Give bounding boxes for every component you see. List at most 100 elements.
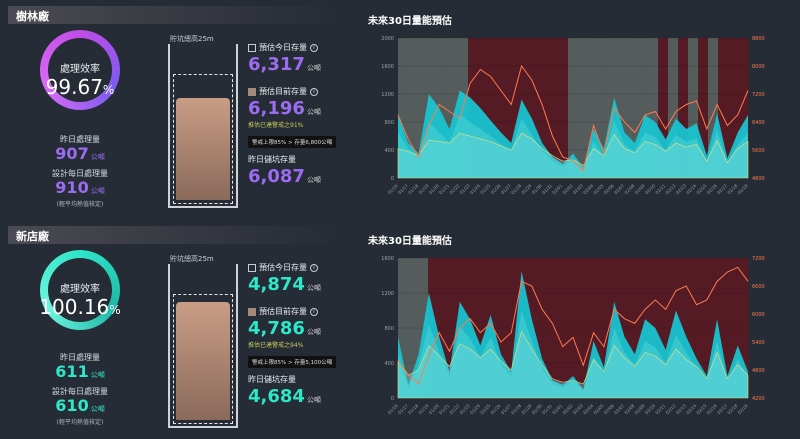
current-inventory: 預估目前存量 i 6,196 公噸 推估已達警戒之91% 警戒上限85% > 存量6… (248, 86, 337, 148)
x-tick-label: 02/03 (572, 403, 584, 415)
x-tick-label: 02/10 (644, 183, 656, 195)
x-tick-label: 02/18 (726, 403, 738, 415)
x-tick-label: 02/10 (644, 403, 656, 415)
y-tick-label: 400 (384, 148, 394, 154)
x-tick-label: 01/30 (531, 183, 543, 195)
area-series-1 (398, 310, 748, 398)
info-icon[interactable]: i (310, 43, 318, 52)
y2-tick-label: 5400 (752, 340, 765, 346)
panel-header: 新店廠 (8, 226, 338, 244)
design-note: (輕平均熱值核定) (56, 419, 104, 426)
band-red (528, 38, 539, 178)
x-tick-label: 01/23 (459, 183, 471, 195)
x-tick-label: 02/08 (623, 183, 635, 195)
band-gray (628, 38, 639, 178)
x-tick-label: 02/02 (562, 403, 574, 415)
tooltip: 警戒上限85% > 存量6,800公噸 (248, 136, 337, 148)
info-icon[interactable]: i (310, 307, 318, 316)
x-tick-label: 01/18 (407, 403, 419, 415)
x-tick-label: 01/25 (479, 403, 491, 415)
x-tick-label: 02/18 (726, 183, 738, 195)
yesterday-label: 昨日處理量 (60, 135, 100, 144)
x-tick-label: 01/22 (448, 403, 460, 415)
band-red (698, 258, 709, 398)
plant-panel-shulin: 樹林廠 處理效率 99.67% 昨日處理量 907 公噸 設計每日處理量 910 公… (0, 0, 800, 219)
band-gray (398, 258, 409, 398)
x-tick-label: 02/12 (665, 403, 677, 415)
info-icon[interactable]: i (310, 87, 318, 96)
x-tick-label: 01/26 (490, 403, 502, 415)
band-red (738, 258, 749, 398)
area-series-2 (397, 330, 749, 399)
tank-fill (176, 97, 230, 200)
today-inventory: 預估今日存量 i 4,874 公噸 (248, 263, 321, 295)
x-tick-label: 01/21 (438, 183, 450, 195)
x-tick-label: 02/04 (582, 183, 594, 195)
y-tick-label: 800 (384, 326, 394, 332)
band-gray (408, 38, 419, 178)
y2-tick-label: 4800 (752, 368, 765, 374)
x-tick-label: 02/15 (695, 403, 707, 415)
tooltip: 警戒上限85% > 存量5,100公噸 (248, 356, 337, 368)
x-tick-label: 01/22 (448, 183, 460, 195)
yesterday-value: 907 公噸 (55, 144, 105, 163)
y-tick-label: 800 (384, 120, 394, 126)
x-tick-label: 02/19 (737, 403, 749, 415)
band-red (718, 258, 729, 398)
x-tick-label: 02/13 (675, 183, 687, 195)
x-tick-label: 02/14 (685, 403, 697, 415)
chart-title: 未來30日量能預估 (368, 236, 452, 247)
y-tick-label: 2000 (381, 36, 394, 42)
line-series (397, 266, 749, 385)
yesterday-value: 611 公噸 (55, 362, 105, 381)
yesterday-pit-inventory: 昨日儲坑存量 4,684 公噸 (248, 375, 321, 407)
design-label: 設計每日處理量 (52, 169, 108, 178)
y-tick-label: 1600 (381, 256, 394, 262)
x-tick-label: 01/20 (428, 183, 440, 195)
band-gray (448, 38, 459, 178)
x-tick-label: 01/27 (500, 183, 512, 195)
band-gray (618, 38, 629, 178)
yesterday-pit-inventory: 昨日儲坑存量 6,087 公噸 (248, 155, 321, 187)
y-tick-label: 1200 (381, 291, 394, 297)
band-gray (638, 38, 649, 178)
band-red (688, 258, 699, 398)
band-red (678, 38, 689, 178)
x-tick-label: 02/03 (572, 183, 584, 195)
x-tick-label: 02/17 (716, 403, 728, 415)
yesterday-label: 昨日處理量 (60, 353, 100, 362)
band-gray (688, 38, 699, 178)
band-red (448, 258, 459, 398)
x-tick-label: 02/08 (623, 403, 635, 415)
x-tick-label: 02/17 (716, 183, 728, 195)
x-tick-label: 01/18 (407, 183, 419, 195)
band-red (738, 38, 749, 178)
band-red (718, 38, 729, 178)
y-tick-label: 1200 (381, 92, 394, 98)
x-tick-label: 02/05 (593, 403, 605, 415)
tank-title: 貯坑總高25m (170, 255, 214, 263)
info-icon[interactable]: i (310, 263, 318, 272)
x-tick-label: 02/14 (685, 183, 697, 195)
plant-name: 樹林廠 (16, 10, 49, 23)
current-inventory: 預估目前存量 i 4,786 公噸 推估已達警戒之94% 警戒上限85% > 存量5… (248, 306, 337, 368)
x-tick-label: 01/26 (490, 183, 502, 195)
area-series-2 (397, 132, 749, 179)
x-tick-label: 02/07 (613, 183, 625, 195)
band-red (558, 258, 569, 398)
band-red (538, 258, 549, 398)
efficiency-label: 處理效率 (60, 64, 100, 75)
x-tick-label: 01/20 (428, 403, 440, 415)
y-tick-label: 0 (391, 396, 394, 402)
y2-tick-label: 6600 (752, 284, 765, 290)
x-tick-label: 02/16 (706, 403, 718, 415)
efficiency-gauge (40, 30, 120, 110)
legend-filled-square-icon (248, 87, 256, 96)
y2-tick-label: 7200 (752, 256, 765, 262)
y2-tick-label: 6000 (752, 312, 765, 318)
design-note: (輕平均熱值核定) (56, 201, 104, 208)
band-red (558, 38, 569, 178)
band-gray (438, 38, 449, 178)
x-tick-label: 02/09 (634, 183, 646, 195)
x-tick-label: 02/05 (593, 183, 605, 195)
